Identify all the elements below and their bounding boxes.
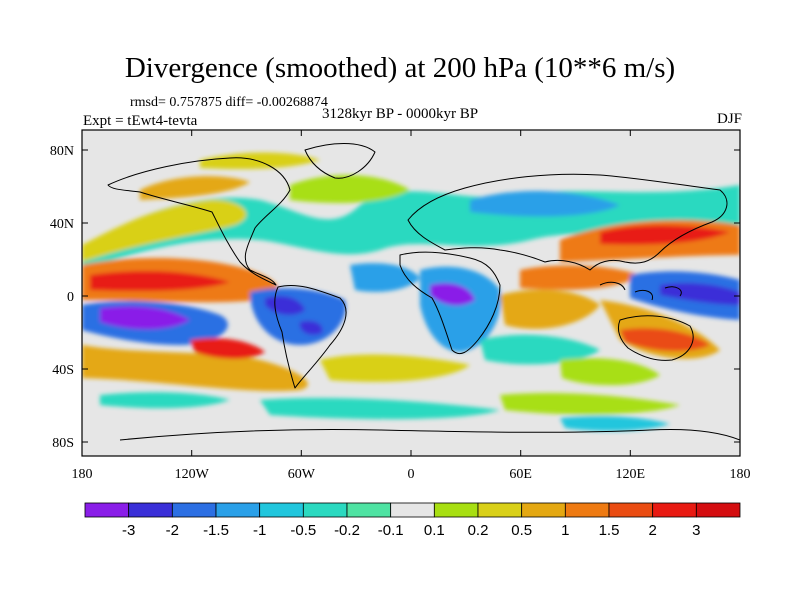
lat-tick-label: 80N bbox=[50, 144, 74, 159]
field-band-s10 bbox=[100, 392, 230, 409]
colorbar-swatch bbox=[346, 502, 392, 518]
stats-label: rmsd= 0.757875 diff= -0.00268874 bbox=[130, 95, 328, 110]
lon-tick-label: 120W bbox=[175, 467, 210, 482]
field-tropics-south-america-core-2 bbox=[299, 320, 323, 335]
colorbar-label: -1.5 bbox=[203, 522, 229, 539]
field-band-n6 bbox=[600, 225, 730, 245]
field-band-s4 bbox=[480, 334, 600, 365]
colorbar-label: -0.2 bbox=[334, 522, 360, 539]
field-band-s5 bbox=[560, 358, 660, 386]
coast-eurasia bbox=[407, 173, 728, 271]
lon-tick-label: 60E bbox=[509, 467, 532, 482]
colorbar-label: 2 bbox=[648, 522, 656, 539]
lon-axis: 180 120W 60W 0 60E 120E 180 bbox=[72, 130, 751, 482]
field-band-s6 bbox=[620, 328, 710, 352]
field-band-s1 bbox=[82, 345, 308, 392]
colorbar-label: 1 bbox=[561, 522, 569, 539]
field-tropics-west-pacific-core bbox=[660, 282, 740, 305]
lat-axis: 80N 40N 0 40S 80S bbox=[50, 144, 740, 451]
colorbar-swatch bbox=[521, 502, 566, 518]
season-label: DJF bbox=[716, 111, 742, 127]
colorbar-swatch bbox=[564, 502, 610, 518]
colorbar-swatch bbox=[171, 502, 217, 518]
colorbar-label: 0.5 bbox=[511, 522, 532, 539]
colorbar-label: -0.1 bbox=[378, 522, 404, 539]
field-band-s3 bbox=[320, 354, 470, 382]
colorbar-label: 3 bbox=[692, 522, 700, 539]
colorbar-swatch bbox=[652, 502, 697, 518]
colorbar-label: -0.5 bbox=[290, 522, 316, 539]
field-band-n8 bbox=[200, 152, 320, 170]
lon-tick-label: 180 bbox=[72, 467, 93, 482]
colorbar-swatch bbox=[84, 502, 130, 518]
field-tropics-indian-ocean-divergence bbox=[500, 289, 600, 329]
colorbar-swatch bbox=[608, 502, 654, 518]
field-tropics-central-pacific-core bbox=[100, 306, 190, 330]
lat-tick-label: 80S bbox=[52, 436, 74, 451]
colorbar-swatch bbox=[390, 502, 435, 518]
lon-tick-label: 120E bbox=[616, 467, 646, 482]
colorbar-swatch bbox=[695, 502, 741, 518]
colorbar-swatch bbox=[215, 502, 261, 518]
experiment-label: Expt = tEwt4-tevta bbox=[83, 113, 198, 129]
colorbar-label: -3 bbox=[122, 522, 135, 539]
coast-africa bbox=[399, 251, 501, 355]
coastlines bbox=[107, 143, 740, 441]
lon-tick-label: 0 bbox=[408, 467, 415, 482]
coast-australia bbox=[617, 315, 694, 361]
lon-tick-label: 180 bbox=[730, 467, 751, 482]
coast-south-america bbox=[274, 284, 347, 389]
lat-tick-label: 0 bbox=[67, 290, 74, 305]
colorbar-label: 0.2 bbox=[468, 522, 489, 539]
period-label: 3128kyr BP - 0000kyr BP bbox=[322, 106, 479, 122]
colorbar-label: 0.1 bbox=[424, 522, 445, 539]
field-band-n2 bbox=[82, 199, 247, 262]
field-band-n7 bbox=[470, 190, 620, 217]
field-band-s2 bbox=[190, 338, 265, 359]
colorbar-label: 1.5 bbox=[599, 522, 620, 539]
coast-greenland bbox=[304, 143, 376, 179]
colorbar-swatch bbox=[302, 502, 348, 518]
coast-north-america bbox=[107, 157, 291, 286]
colorbar-label: -2 bbox=[166, 522, 179, 539]
divergence-field bbox=[82, 130, 740, 456]
colorbar-swatch bbox=[128, 502, 173, 518]
coast-antarctica bbox=[119, 428, 740, 441]
lat-tick-label: 40N bbox=[50, 217, 74, 232]
colorbar-swatch bbox=[259, 502, 304, 518]
colorbar-swatch bbox=[477, 502, 523, 518]
colorbar-swatch bbox=[433, 502, 479, 518]
coast-maritime-islands bbox=[599, 281, 682, 301]
field-tropics-east-pacific-core bbox=[90, 270, 230, 292]
field-band-n3 bbox=[140, 176, 250, 200]
colorbar-label: -1 bbox=[253, 522, 266, 539]
field-band-n4 bbox=[290, 174, 410, 203]
colorbar: -3 -2 -1.5 -1 -0.5 -0.2 -0.1 0.1 0.2 0.5 1 1.5 2 3 bbox=[84, 502, 741, 539]
field-tropics-africa-core bbox=[430, 283, 475, 306]
field-band-s9 bbox=[560, 416, 670, 432]
lon-tick-label: 60W bbox=[288, 467, 316, 482]
chart-title: Divergence (smoothed) at 200 hPa (10**6 … bbox=[124, 52, 676, 84]
field-band-s7 bbox=[260, 398, 500, 420]
lat-tick-label: 40S bbox=[52, 363, 74, 378]
field-tropics-maritime-divergence bbox=[520, 265, 640, 290]
field-band-s8 bbox=[500, 393, 680, 415]
